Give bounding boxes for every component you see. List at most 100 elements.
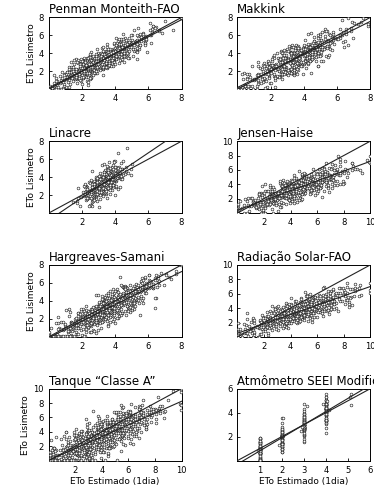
Point — [279, 431, 285, 439]
Point — [117, 434, 123, 442]
Point — [298, 58, 304, 66]
Point — [86, 452, 92, 460]
Point — [279, 426, 285, 434]
Point — [281, 308, 287, 316]
Point — [78, 320, 84, 328]
Point — [94, 436, 100, 444]
Point — [144, 420, 150, 428]
Point — [46, 456, 52, 464]
Point — [293, 180, 299, 188]
Point — [103, 52, 109, 60]
Point — [310, 177, 316, 185]
Point — [315, 183, 321, 191]
Point — [292, 46, 298, 54]
Point — [111, 408, 117, 416]
Point — [82, 311, 88, 319]
Point — [301, 418, 307, 426]
Point — [260, 206, 266, 214]
Point — [105, 183, 111, 191]
Point — [105, 48, 111, 56]
Point — [283, 186, 289, 194]
Point — [116, 308, 122, 316]
Point — [305, 306, 311, 314]
Point — [311, 309, 317, 317]
Point — [292, 184, 298, 192]
Point — [306, 300, 312, 308]
Point — [293, 311, 299, 319]
Point — [94, 312, 100, 320]
Point — [323, 405, 329, 413]
Point — [119, 425, 125, 433]
Point — [297, 59, 303, 67]
Point — [108, 62, 114, 70]
Point — [106, 55, 112, 63]
Point — [49, 446, 55, 454]
Point — [332, 290, 338, 298]
Point — [290, 56, 296, 64]
Point — [279, 436, 285, 444]
Point — [123, 48, 129, 56]
Point — [330, 293, 336, 301]
Point — [323, 292, 329, 300]
Point — [286, 67, 292, 75]
Point — [98, 55, 104, 63]
Point — [107, 434, 113, 442]
Point — [301, 430, 307, 438]
Point — [118, 300, 124, 308]
Point — [122, 285, 128, 293]
Point — [280, 186, 286, 194]
Point — [95, 60, 101, 68]
Point — [112, 166, 118, 174]
Point — [92, 59, 98, 67]
Point — [105, 428, 111, 436]
Point — [94, 175, 100, 183]
Point — [288, 186, 294, 194]
Point — [262, 325, 268, 333]
Point — [104, 419, 110, 427]
Point — [321, 301, 327, 309]
Point — [276, 442, 282, 450]
Point — [99, 43, 105, 51]
Point — [276, 314, 282, 322]
Point — [257, 198, 263, 206]
Point — [270, 62, 276, 70]
Point — [279, 433, 285, 441]
Point — [111, 60, 117, 68]
Point — [88, 187, 94, 195]
Point — [264, 70, 270, 78]
Point — [119, 165, 125, 173]
Point — [257, 438, 263, 446]
Point — [264, 314, 270, 322]
Point — [83, 328, 89, 336]
Point — [88, 63, 94, 71]
Point — [46, 85, 52, 93]
Point — [113, 423, 119, 431]
Point — [92, 456, 98, 464]
Point — [118, 310, 124, 318]
Point — [294, 61, 300, 69]
Point — [93, 430, 99, 438]
Point — [125, 42, 131, 50]
Point — [279, 443, 285, 451]
Point — [257, 454, 263, 462]
Point — [89, 167, 95, 175]
Point — [156, 26, 162, 34]
Point — [343, 28, 349, 36]
Point — [114, 427, 120, 435]
Point — [283, 324, 289, 332]
Point — [127, 294, 133, 302]
Point — [125, 407, 131, 415]
Point — [74, 199, 80, 207]
Point — [264, 68, 270, 76]
Point — [68, 326, 74, 334]
Point — [96, 432, 102, 440]
Point — [298, 179, 304, 187]
Point — [123, 288, 129, 296]
Point — [88, 62, 94, 70]
Point — [267, 321, 273, 329]
Point — [367, 278, 373, 286]
Point — [293, 312, 299, 320]
Point — [83, 61, 89, 69]
Point — [323, 404, 329, 412]
Point — [87, 50, 93, 58]
